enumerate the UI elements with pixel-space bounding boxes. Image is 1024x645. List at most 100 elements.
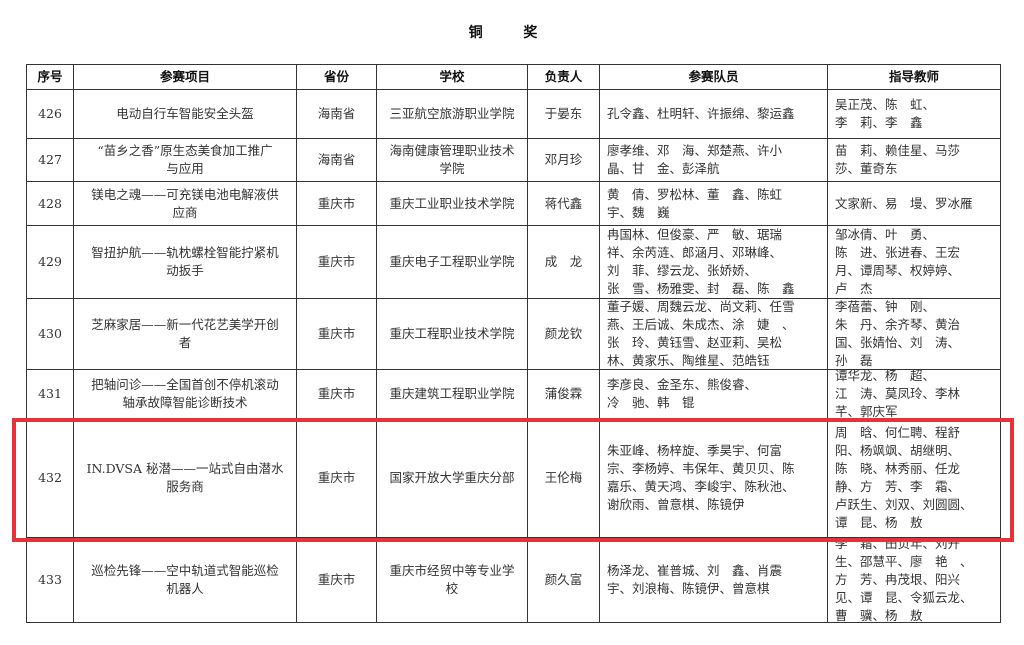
province-text: 重庆市: [317, 254, 356, 269]
province-text: 重庆市: [317, 470, 356, 485]
header-project: 参赛项目: [73, 64, 297, 90]
header-school: 学校: [376, 64, 528, 90]
header-members: 参赛队员: [599, 64, 828, 90]
teachers-text: 李蓓蕾、钟 刚、 朱 丹、余齐琴、黄治 国、张婧怡、刘 涛、 孙 磊: [835, 299, 961, 369]
cell-project: 镁电之魂——可充镁电池电解液供 应商: [73, 181, 297, 226]
table-row: 430 芝麻家居——新一代花艺美学开创 者 重庆市 重庆工程职业技术学院 颜龙钦 董子媛、…: [26, 298, 1001, 370]
project-text: 把轴问诊——全国首创不停机滚动 轴承故障智能诊断技术: [91, 377, 279, 410]
teachers-text: 李 霜、田贞年、刘开 生、邵慧平、廖 艳 、 方 芳、冉茂垠、阳兴 见、谭 昆、…: [835, 538, 973, 622]
cell-province: 重庆市: [296, 418, 377, 538]
school-text: 三亚航空旅游职业学院: [389, 106, 515, 121]
no-text: 428: [38, 195, 62, 211]
province-text: 重庆市: [317, 195, 356, 211]
cell-leader: 成 龙: [527, 225, 600, 299]
cell-province: 重庆市: [296, 181, 377, 226]
project-text: 芝麻家居——新一代花艺美学开创 者: [91, 317, 279, 350]
cell-school: 重庆电子工程职业学院: [376, 225, 528, 299]
table-row: 426 电动自行车智能安全头盔 海南省 三亚航空旅游职业学院 于晏东 孔令鑫、杜明轩、许振…: [26, 89, 1001, 139]
cell-leader: 邓月珍: [527, 138, 600, 182]
cell-no: 430: [26, 298, 74, 370]
table-row: 428 镁电之魂——可充镁电池电解液供 应商 重庆市 重庆工业职业技术学院 蒋代鑫 黄 倩…: [26, 181, 1001, 226]
leader-text: 蒋代鑫: [544, 195, 583, 211]
cell-project: “苗乡之香”原生态美食加工推广 与应用: [73, 138, 297, 182]
cell-province: 海南省: [296, 89, 377, 139]
cell-province: 重庆市: [296, 537, 377, 623]
province-text: 重庆市: [317, 572, 356, 587]
cell-members: 朱亚峰、杨梓旋、季昊宇、何富 宗、李杨婷、韦保年、黄贝贝、陈 嘉乐、黄天鸿、李峻…: [599, 418, 828, 538]
cell-project: 把轴问诊——全国首创不停机滚动 轴承故障智能诊断技术: [73, 369, 297, 419]
school-text: 海南健康管理职业技术 学院: [389, 143, 515, 176]
school-text: 重庆建筑工程职业学院: [389, 386, 515, 401]
cell-teachers: 邹冰倩、叶 勇、 陈 进、张进春、王宏 月、谭周琴、权婷婷、 卢 杰: [827, 225, 1001, 299]
cell-project: 巡检先锋——空中轨道式智能巡检 机器人: [73, 537, 297, 623]
cell-members: 黄 倩、罗松林、董 鑫、陈虹 宇、魏 巍: [599, 181, 828, 226]
award-table: 序号 参赛项目 省份 学校 负责人 参赛队员 指导教师 426 电动自行车智能安全…: [26, 64, 1001, 623]
cell-no: 426: [26, 89, 74, 139]
school-text: 重庆电子工程职业学院: [389, 254, 515, 269]
cell-school: 重庆工业职业技术学院: [376, 181, 528, 226]
school-text: 重庆工程职业技术学院: [389, 326, 515, 341]
header-province: 省份: [296, 64, 377, 90]
table-row: 431 把轴问诊——全国首创不停机滚动 轴承故障智能诊断技术 重庆市 重庆建筑工程职业…: [26, 369, 1001, 419]
members-text: 杨泽龙、崔普城、刘 鑫、肖震 宇、刘浪梅、陈镜伊、曾意棋: [607, 563, 783, 596]
cell-school: 海南健康管理职业技术 学院: [376, 138, 528, 182]
cell-members: 孔令鑫、杜明轩、许振绵、黎运鑫: [599, 89, 828, 139]
no-text: 431: [38, 386, 62, 401]
leader-text: 蒲俊霖: [544, 386, 583, 401]
leader-text: 颜久富: [544, 572, 583, 587]
cell-province: 重庆市: [296, 225, 377, 299]
project-text: 智扭护航——轨枕螺栓智能拧紧机 动扳手: [91, 245, 279, 278]
project-text: 电动自行车智能安全头盔: [116, 106, 254, 121]
cell-teachers: 周 晗、何仁聘、程舒 阳、杨飒飒、胡继明、 陈 晓、林秀丽、任龙 静、方 芳、李…: [827, 418, 1001, 538]
cell-teachers: 李 霜、田贞年、刘开 生、邵慧平、廖 艳 、 方 芳、冉茂垠、阳兴 见、谭 昆、…: [827, 537, 1001, 623]
project-text: IN.DVSA 秘潜——一站式自由潜水 服务商: [86, 461, 284, 494]
teachers-text: 邹冰倩、叶 勇、 陈 进、张进春、王宏 月、谭周琴、权婷婷、 卢 杰: [835, 227, 961, 296]
cell-teachers: 谭华龙、杨 超、 江 涛、莫凤玲、李林 芊、郭庆军: [827, 369, 1001, 419]
members-text: 黄 倩、罗松林、董 鑫、陈虹 宇、魏 巍: [607, 186, 783, 220]
members-text: 孔令鑫、杜明轩、许振绵、黎运鑫: [607, 106, 795, 121]
no-text: 430: [38, 326, 62, 341]
cell-leader: 颜龙钦: [527, 298, 600, 370]
cell-members: 廖孝维、邓 海、郑楚燕、许小 晶、甘 金、彭泽航: [599, 138, 828, 182]
table-row: 429 智扭护航——轨枕螺栓智能拧紧机 动扳手 重庆市 重庆电子工程职业学院 成 龙 冉国…: [26, 225, 1001, 299]
cell-no: 429: [26, 225, 74, 299]
cell-no: 432: [26, 418, 74, 538]
leader-text: 成 龙: [544, 254, 583, 269]
cell-project: IN.DVSA 秘潜——一站式自由潜水 服务商: [73, 418, 297, 538]
cell-members: 冉国林、但俊豪、严 敏、琚瑞 祥、余芮涟、郎涵月、邓琳峰、 刘 菲、缪云龙、张娇…: [599, 225, 828, 299]
no-text: 432: [38, 470, 62, 485]
cell-province: 海南省: [296, 138, 377, 182]
teachers-text: 吴正茂、陈 虹、 李 莉、李 鑫: [835, 97, 936, 130]
province-text: 重庆市: [317, 386, 356, 401]
members-text: 董子媛、周魏云龙、尚文莉、任雪 燕、王后诚、朱成杰、涂 婕 、 张 玲、黄钰雪、…: [607, 299, 795, 369]
cell-leader: 颜久富: [527, 537, 600, 623]
cell-province: 重庆市: [296, 369, 377, 419]
leader-text: 王伦梅: [544, 470, 583, 485]
members-text: 李彦良、金圣东、熊俊睿、 冷 驰、韩 锟: [607, 377, 758, 410]
province-text: 海南省: [317, 152, 356, 167]
province-text: 重庆市: [317, 326, 356, 341]
cell-teachers: 李蓓蕾、钟 刚、 朱 丹、余齐琴、黄治 国、张婧怡、刘 涛、 孙 磊: [827, 298, 1001, 370]
cell-project: 电动自行车智能安全头盔: [73, 89, 297, 139]
table-row: 427 “苗乡之香”原生态美食加工推广 与应用 海南省 海南健康管理职业技术 学院 邓月…: [26, 138, 1001, 182]
cell-leader: 蒋代鑫: [527, 181, 600, 226]
school-text: 重庆市经贸中等专业学 校: [389, 563, 515, 596]
leader-text: 邓月珍: [544, 152, 583, 167]
no-text: 426: [38, 106, 62, 121]
header-leader: 负责人: [527, 64, 600, 90]
province-text: 海南省: [317, 106, 356, 121]
cell-leader: 王伦梅: [527, 418, 600, 538]
cell-no: 433: [26, 537, 74, 623]
school-text: 重庆工业职业技术学院: [389, 195, 515, 211]
cell-no: 427: [26, 138, 74, 182]
members-text: 冉国林、但俊豪、严 敏、琚瑞 祥、余芮涟、郎涵月、邓琳峰、 刘 菲、缪云龙、张娇…: [607, 227, 795, 296]
header-no: 序号: [26, 64, 74, 90]
cell-province: 重庆市: [296, 298, 377, 370]
cell-project: 芝麻家居——新一代花艺美学开创 者: [73, 298, 297, 370]
no-text: 433: [38, 572, 62, 587]
teachers-text: 文家新、易 墁、罗冰雁: [835, 195, 973, 211]
teachers-text: 苗 莉、赖佳星、马莎 莎、董奇东: [835, 143, 961, 176]
cell-school: 国家开放大学重庆分部: [376, 418, 528, 538]
cell-school: 重庆工程职业技术学院: [376, 298, 528, 370]
page-title: 铜 奖: [468, 25, 556, 41]
